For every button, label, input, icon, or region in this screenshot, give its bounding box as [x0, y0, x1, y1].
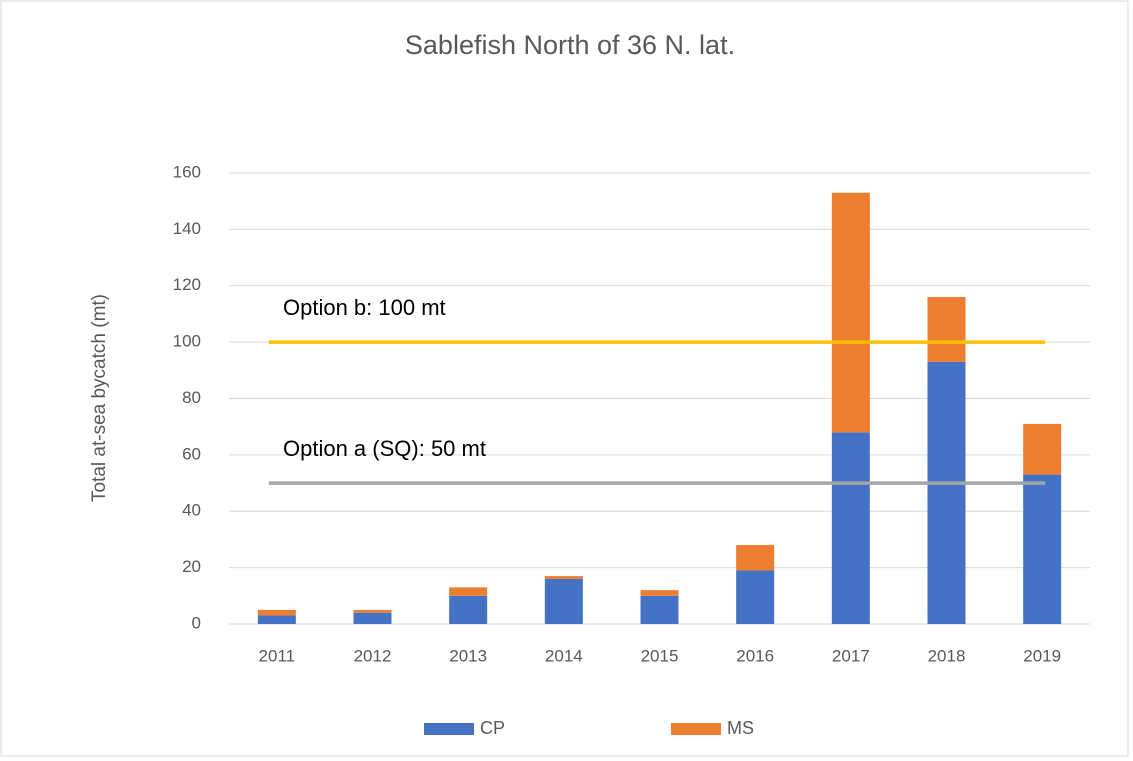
y-axis-label: Total at-sea bycatch (mt) — [89, 294, 110, 502]
chart-title: Sablefish North of 36 N. lat. — [405, 30, 735, 60]
x-tick-label: 2015 — [641, 646, 679, 665]
bar-segment — [1023, 423, 1062, 475]
bar-segment — [544, 578, 583, 624]
bar-segment — [353, 609, 392, 613]
legend-swatch — [424, 723, 474, 735]
x-tick-label: 2012 — [354, 646, 392, 665]
y-tick-label: 100 — [173, 332, 201, 351]
legend-swatch — [671, 723, 721, 735]
x-tick-label: 2019 — [1023, 646, 1061, 665]
bar-segment — [257, 615, 296, 624]
bar-segment — [927, 297, 966, 362]
x-tick-label: 2018 — [928, 646, 966, 665]
legend-label: CP — [480, 718, 505, 738]
bar-segment — [1023, 474, 1062, 624]
bar-segment — [831, 192, 870, 433]
bar-segment — [640, 595, 679, 624]
x-tick-label: 2014 — [545, 646, 583, 665]
legend-label: MS — [727, 718, 754, 738]
bar-segment — [257, 609, 296, 616]
y-tick-label: 120 — [173, 275, 201, 294]
x-tick-label: 2016 — [736, 646, 774, 665]
x-tick-label: 2011 — [259, 646, 296, 665]
bar-segment — [544, 576, 583, 579]
bar-segment — [640, 590, 679, 596]
y-tick-label: 0 — [192, 613, 201, 632]
bar-segment — [736, 570, 775, 624]
bar-segment — [831, 432, 870, 624]
y-tick-label: 160 — [173, 162, 201, 181]
bar-segment — [353, 612, 392, 624]
x-tick-label: 2013 — [449, 646, 487, 665]
bar-segment — [927, 361, 966, 624]
y-tick-label: 60 — [182, 444, 201, 463]
x-tick-label: 2017 — [832, 646, 870, 665]
reference-label: Option a (SQ): 50 mt — [283, 436, 486, 461]
bar-segment — [449, 587, 488, 596]
bar-segment — [449, 595, 488, 624]
y-tick-label: 80 — [182, 388, 201, 407]
bar-segment — [736, 545, 775, 571]
reference-label: Option b: 100 mt — [283, 295, 446, 320]
y-tick-label: 140 — [173, 219, 201, 238]
y-tick-label: 40 — [182, 501, 201, 520]
y-tick-label: 20 — [182, 557, 201, 576]
